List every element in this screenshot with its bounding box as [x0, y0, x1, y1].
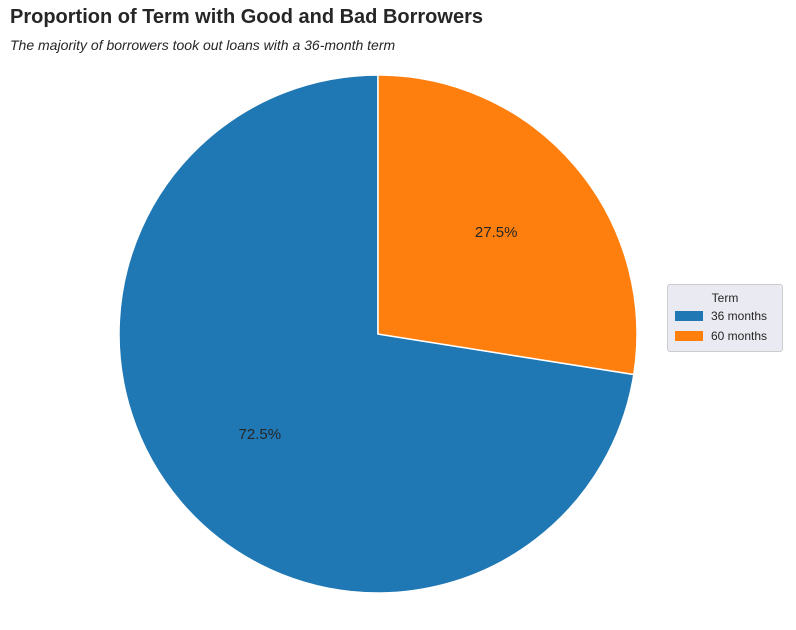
pie-slice-60-months: [377, 74, 638, 376]
legend-item-36-months: 36 months: [668, 306, 782, 326]
chart-title: Proportion of Term with Good and Bad Bor…: [10, 6, 483, 28]
legend-swatch-60-months: [675, 331, 703, 341]
legend: Term 36 months 60 months: [667, 284, 783, 352]
legend-title: Term: [711, 291, 739, 305]
legend-label-36-months: 36 months: [711, 309, 768, 323]
slice-label-36-months: 72.5%: [239, 426, 282, 443]
legend-swatch-36-months: [675, 311, 703, 321]
chart-subtitle: The majority of borrowers took out loans…: [10, 37, 396, 53]
slice-label-60-months: 27.5%: [475, 224, 518, 241]
legend-item-60-months: 60 months: [668, 326, 782, 346]
legend-label-60-months: 60 months: [711, 329, 768, 343]
pie-slice-36-months: [118, 74, 635, 594]
